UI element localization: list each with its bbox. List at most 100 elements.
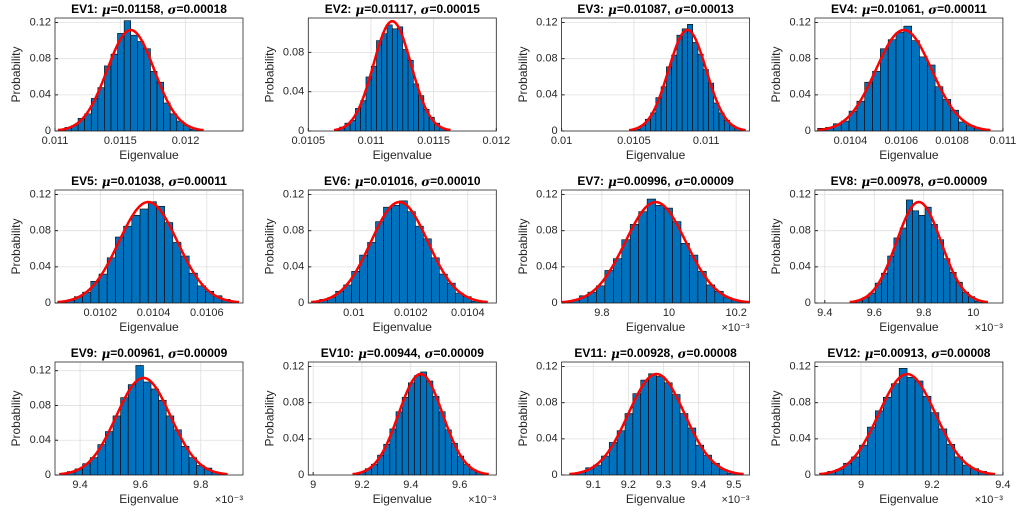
bar	[681, 28, 688, 131]
bars	[311, 200, 488, 303]
param-symbol: μ	[101, 347, 110, 361]
subplot-title: EV5: μ=0.01038, σ=0.00011	[71, 174, 227, 188]
bar	[629, 224, 639, 303]
y-tick-label: 0.12	[283, 188, 304, 200]
x-tick-label: 9.2	[621, 479, 636, 491]
bars	[59, 365, 228, 475]
y-tick-label: 0.08	[536, 53, 557, 65]
param-symbol: μ	[355, 175, 364, 189]
param-separator: ,	[924, 346, 927, 360]
bar	[697, 53, 704, 131]
param-symbol: σ	[168, 175, 177, 189]
y-tick-label: 0.04	[30, 261, 51, 273]
y-tick-label: 0.04	[789, 433, 810, 445]
y-axis-label: Probability	[262, 218, 276, 274]
param-separator: ,	[414, 174, 417, 188]
param-equals: =	[430, 174, 437, 188]
bar	[375, 221, 384, 303]
param-equals: =	[429, 2, 436, 16]
param-equals: =	[870, 2, 877, 16]
bar	[687, 24, 693, 131]
subplot: 0 0.04 0.08 0.12 0.0102 0.0104 0.0106 Eigenvalu…	[9, 174, 244, 334]
x-tick-label: 9.2	[924, 479, 939, 491]
param-equals: =	[873, 346, 880, 360]
param-separator: ,	[417, 346, 420, 360]
y-tick-label: 0.04	[30, 89, 51, 101]
param-separator: ,	[667, 174, 670, 188]
bar	[414, 375, 421, 475]
param-value: 0.00009	[184, 346, 228, 360]
x-tick-label: 0.011	[693, 135, 720, 147]
bar	[692, 42, 699, 131]
y-tick-label: 0.04	[536, 261, 557, 273]
param-value: 0.00013	[690, 2, 734, 16]
y-tick-label: 0	[298, 125, 304, 137]
x-axis-label: Eigenvalue	[119, 320, 179, 334]
bar	[895, 32, 905, 131]
subplot: 0 0.04 0.08 0.12 9.4 9.6 9.8 10 Eigenvalue Probab…	[769, 174, 1004, 334]
bar	[402, 49, 409, 131]
title-label: EV2:	[325, 2, 352, 16]
param-equals: =	[110, 346, 117, 360]
y-tick-label: 0	[298, 297, 304, 309]
fit-curve	[561, 200, 750, 303]
bar	[906, 377, 916, 475]
param-value: 0.00928	[627, 346, 671, 360]
bar	[127, 384, 137, 475]
y-tick-label: 0.08	[30, 53, 51, 65]
subplot-title: EV8: μ=0.00978, σ=0.00009	[831, 174, 988, 188]
bar	[130, 34, 138, 131]
axes-box	[54, 189, 244, 304]
title-label: EV11:	[574, 346, 607, 360]
param-equals: =	[617, 174, 624, 188]
param-equals: =	[111, 174, 118, 188]
param-value: 0.01061	[877, 2, 921, 16]
y-axis-label: Probability	[769, 218, 783, 274]
param-equals: =	[177, 2, 184, 16]
bar	[702, 69, 709, 131]
param-value: 0.01016	[371, 174, 415, 188]
bar	[919, 56, 928, 131]
param-separator: ,	[670, 346, 673, 360]
y-tick-label: 0	[551, 297, 557, 309]
bar	[391, 205, 400, 303]
x-tick-label: 9.4	[403, 479, 418, 491]
x-tick-label: 0.01	[343, 307, 364, 319]
bar	[383, 206, 392, 303]
subplot: 0 0.04 0.08 0.12 9.4 9.6 9.8 Eigenvalue Probabil…	[9, 346, 244, 506]
y-tick-label: 0.08	[789, 53, 810, 65]
y-tick-label: 0	[298, 469, 304, 481]
bar	[401, 396, 409, 475]
bar	[408, 382, 415, 475]
bar	[882, 396, 892, 475]
y-tick-label: 0.12	[283, 360, 304, 372]
bar	[624, 413, 634, 475]
param-symbol: μ	[611, 347, 620, 361]
y-tick-label: 0	[805, 469, 811, 481]
param-separator: ,	[161, 346, 164, 360]
x-axis-label: Eigenvalue	[373, 148, 433, 162]
bar	[914, 380, 924, 475]
bar	[922, 396, 932, 475]
fit-curve	[849, 200, 988, 303]
y-tick-label: 0	[551, 125, 557, 137]
x-tick-label: 9.4	[72, 479, 87, 491]
title-label: EV7:	[577, 174, 604, 188]
fit-curve	[333, 19, 451, 131]
axes-box	[561, 189, 750, 304]
x-tick-label: 9.6	[133, 479, 148, 491]
param-equals: =	[683, 174, 690, 188]
bar	[632, 393, 642, 475]
bar	[120, 397, 129, 475]
bar	[918, 215, 926, 303]
param-symbol: σ	[675, 3, 684, 17]
param-symbol: μ	[355, 3, 364, 17]
x-tick-label: 9.8	[916, 307, 931, 319]
bar	[911, 40, 920, 131]
param-value: 0.00015	[436, 2, 480, 16]
bar	[872, 71, 881, 131]
bar	[420, 371, 428, 475]
title-label: EV5:	[71, 174, 98, 188]
param-symbol: μ	[102, 3, 111, 17]
